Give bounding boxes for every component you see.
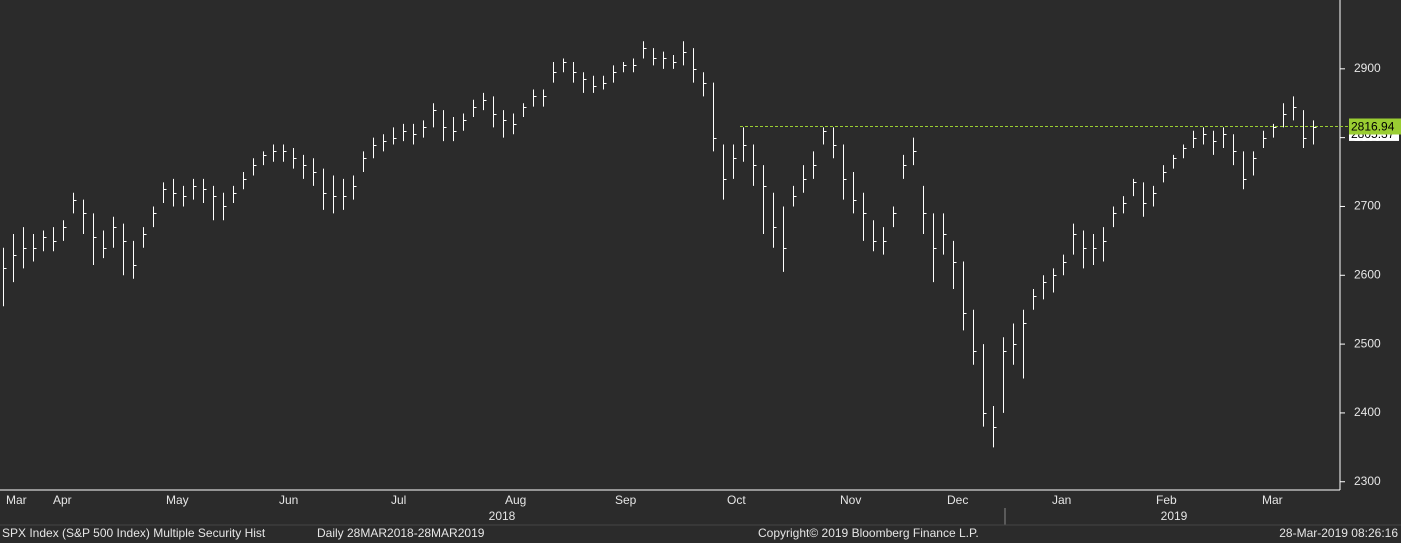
y-tick-label: 2300 — [1354, 474, 1381, 488]
footer-range: Daily 28MAR2018-28MAR2019 — [317, 526, 485, 540]
x-tick-label: Mar — [1262, 493, 1283, 507]
x-tick-label: Feb — [1156, 493, 1177, 507]
year-label: 2018 — [489, 509, 516, 523]
y-tick-label: 2600 — [1354, 267, 1381, 281]
x-tick-label: Dec — [947, 493, 968, 507]
footer-timestamp: 28-Mar-2019 08:26:16 — [1279, 526, 1398, 540]
x-tick-label: Nov — [840, 493, 861, 507]
x-tick-label: Jan — [1052, 493, 1071, 507]
x-tick-label: Sep — [615, 493, 637, 507]
y-tick-label: 2700 — [1354, 199, 1381, 213]
x-tick-label: Jun — [279, 493, 298, 507]
x-tick-label: Aug — [505, 493, 526, 507]
y-tick-label: 2400 — [1354, 405, 1381, 419]
x-tick-label: Apr — [53, 493, 72, 507]
footer-security: SPX Index (S&P 500 Index) Multiple Secur… — [2, 526, 266, 540]
x-tick-label: Mar — [6, 493, 27, 507]
reference-box — [1349, 118, 1401, 135]
x-tick-label: Oct — [727, 493, 746, 507]
x-tick-label: May — [166, 493, 189, 507]
footer-copyright: Copyright© 2019 Bloomberg Finance L.P. — [758, 526, 979, 540]
year-label: 2019 — [1161, 509, 1188, 523]
reference-label: 2816.94 — [1351, 120, 1395, 134]
y-tick-label: 2500 — [1354, 336, 1381, 350]
x-tick-label: Jul — [391, 493, 406, 507]
y-tick-label: 2900 — [1354, 61, 1381, 75]
